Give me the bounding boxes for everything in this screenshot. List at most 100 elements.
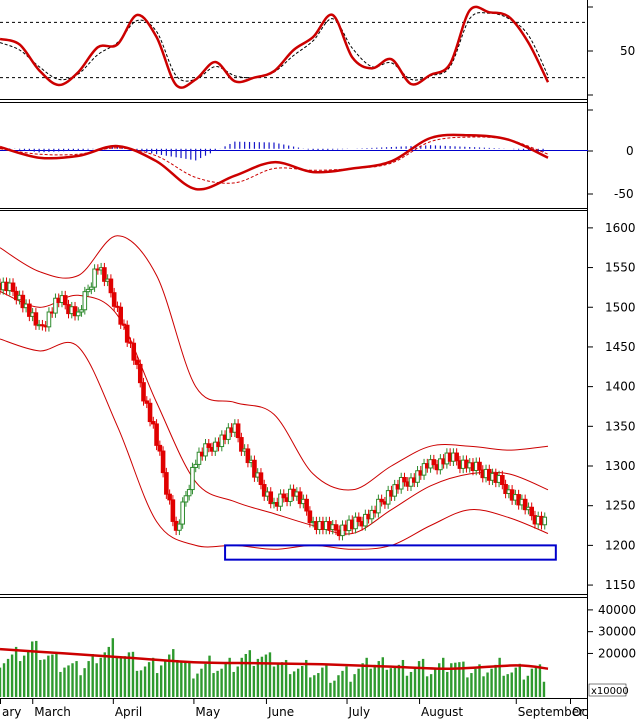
volume-bar: [196, 673, 199, 697]
volume-bar: [139, 670, 143, 697]
month-label: June: [267, 705, 294, 719]
candle-body: [503, 484, 508, 495]
volume-bar: [413, 668, 417, 697]
candle-body: [85, 288, 91, 293]
volume-bar: [357, 668, 360, 697]
candle-body: [79, 309, 84, 313]
candle-body: [167, 493, 172, 501]
volume-bar: [131, 651, 135, 697]
volume-bar: [433, 668, 437, 697]
month-label: Oc: [572, 705, 588, 719]
volume-tick-label: 30000: [598, 625, 636, 639]
volume-bar: [220, 668, 223, 697]
candle-body: [431, 459, 437, 466]
price-tick-label: 1150: [605, 578, 636, 592]
volume-bar: [538, 664, 542, 697]
bollinger-upper-band: [0, 235, 549, 491]
candle-body: [121, 323, 127, 326]
volume-bar: [462, 661, 465, 697]
volume-bar: [438, 663, 441, 697]
volume-bars: [0, 638, 546, 697]
volume-bar: [365, 657, 368, 697]
stochastic-guides: [0, 21, 588, 79]
volume-bar: [385, 669, 389, 697]
volume-bar: [208, 655, 211, 697]
candle-body: [141, 382, 146, 402]
volume-bar: [115, 657, 119, 697]
candle-body: [363, 513, 368, 527]
volume-bar: [284, 659, 288, 697]
volume-bar: [446, 671, 449, 697]
candle-body: [369, 509, 375, 520]
candle-body: [226, 427, 231, 440]
volume-bar: [490, 668, 493, 697]
volume-bar: [123, 656, 127, 697]
candle-body: [164, 472, 169, 495]
stochastic-main-line: [0, 5, 550, 89]
candle-body: [193, 463, 199, 468]
candle-body: [356, 516, 362, 523]
month-label: March: [34, 705, 71, 719]
volume-bar: [276, 664, 280, 697]
volume-bar: [216, 670, 219, 697]
volume-bar: [224, 663, 227, 697]
volume-bar: [51, 654, 54, 697]
volume-bar: [333, 680, 336, 697]
volume-unit-label: x10000: [591, 686, 629, 697]
volume-bar: [159, 665, 163, 697]
candle-body: [144, 400, 150, 404]
candle-body: [190, 466, 195, 491]
volume-bar: [180, 660, 183, 697]
volume-bar: [305, 659, 308, 697]
candle-body: [102, 267, 107, 282]
volume-bar: [87, 661, 90, 697]
candle-body: [170, 499, 176, 522]
volume-bar: [337, 675, 340, 697]
candle-body: [118, 306, 123, 325]
volume-bar: [10, 654, 14, 697]
volume-bar: [429, 674, 433, 697]
candle-body: [111, 292, 117, 307]
volume-bar: [309, 677, 312, 697]
price-tick-label: 1400: [605, 380, 636, 394]
volume-bar: [244, 653, 247, 697]
candle-body: [186, 489, 192, 497]
candle-body: [542, 516, 548, 526]
candle-body: [379, 498, 384, 503]
volume-bar: [288, 674, 292, 697]
month-label: April: [115, 705, 142, 719]
volume-bar: [22, 655, 26, 697]
candle-body: [281, 493, 287, 499]
candle-body: [157, 444, 163, 452]
volume-bar: [292, 671, 296, 697]
volume-bar: [542, 681, 546, 697]
volume-bar: [264, 654, 268, 697]
candle-body: [147, 402, 153, 423]
candle-body: [529, 506, 534, 517]
volume-bar: [27, 650, 30, 697]
candle-body: [62, 295, 68, 306]
volume-bar: [313, 675, 316, 697]
volume-bar: [31, 641, 34, 697]
volume-bar: [405, 675, 409, 697]
volume-bar: [83, 668, 86, 697]
candle-body: [177, 523, 182, 531]
volume-bar: [188, 661, 191, 697]
volume-bar: [522, 679, 526, 697]
volume-bar: [498, 657, 501, 697]
volume-bar: [502, 675, 505, 697]
volume-bar: [474, 668, 477, 697]
volume-bar: [409, 671, 413, 697]
volume-bar: [236, 666, 239, 697]
candle-body: [333, 524, 339, 531]
volume-bar: [2, 663, 6, 697]
volume-tick-label: 20000: [598, 646, 636, 660]
volume-bar: [107, 646, 110, 697]
volume-bar: [518, 663, 521, 697]
candle-body: [376, 498, 381, 514]
volume-bar: [55, 653, 58, 697]
volume-bar: [119, 656, 123, 697]
price-tick-label: 1600: [605, 221, 636, 235]
price-axis: 1600 1550 1500 1450 1400 1350 1300 1250 1200 1150: [588, 221, 636, 592]
